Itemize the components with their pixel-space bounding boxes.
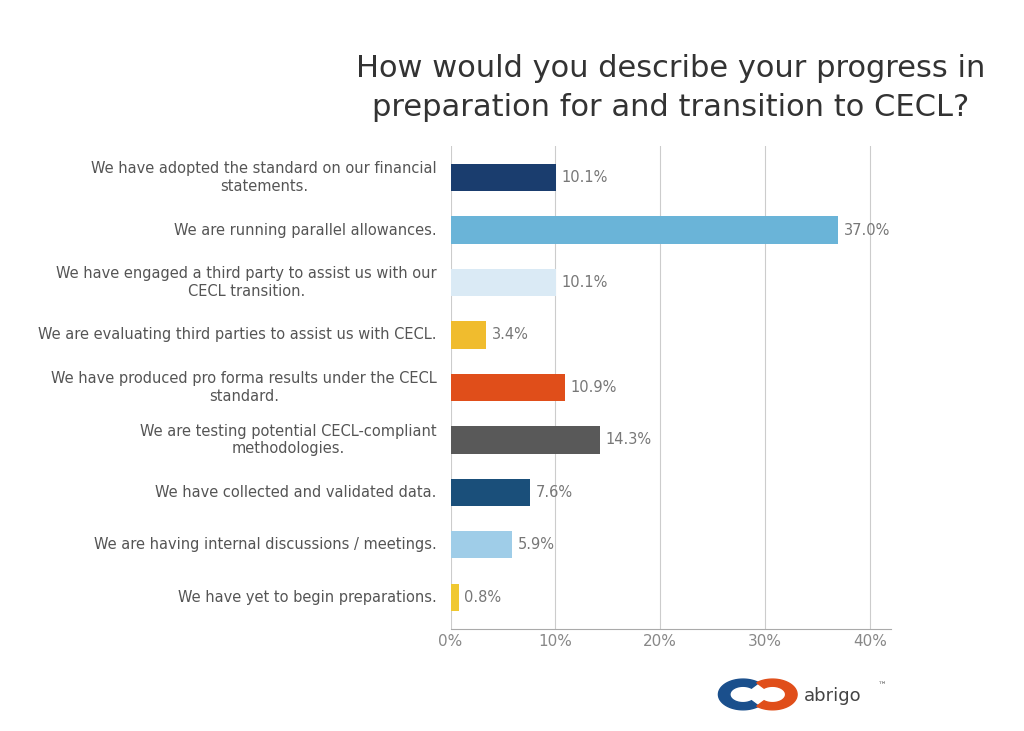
Text: ™: ™ xyxy=(878,681,887,690)
Text: 37.0%: 37.0% xyxy=(844,223,890,238)
Title: How would you describe your progress in
preparation for and transition to CECL?: How would you describe your progress in … xyxy=(356,54,985,121)
Polygon shape xyxy=(719,679,759,710)
Bar xyxy=(451,426,600,453)
Text: 14.3%: 14.3% xyxy=(606,432,652,447)
Text: 10.9%: 10.9% xyxy=(570,380,616,395)
Text: 10.1%: 10.1% xyxy=(562,275,608,290)
Bar xyxy=(451,269,556,296)
Text: 10.1%: 10.1% xyxy=(562,170,608,185)
Bar xyxy=(451,479,530,506)
Text: 7.6%: 7.6% xyxy=(536,485,572,500)
Bar xyxy=(451,322,486,349)
Polygon shape xyxy=(757,679,797,710)
Bar xyxy=(451,531,512,558)
Text: 5.9%: 5.9% xyxy=(518,537,555,552)
Text: abrigo: abrigo xyxy=(804,687,861,705)
Bar xyxy=(451,216,839,243)
Bar xyxy=(451,583,459,611)
Text: 0.8%: 0.8% xyxy=(464,590,502,605)
Text: 3.4%: 3.4% xyxy=(492,327,528,343)
Bar xyxy=(451,164,556,192)
Bar xyxy=(451,374,565,401)
